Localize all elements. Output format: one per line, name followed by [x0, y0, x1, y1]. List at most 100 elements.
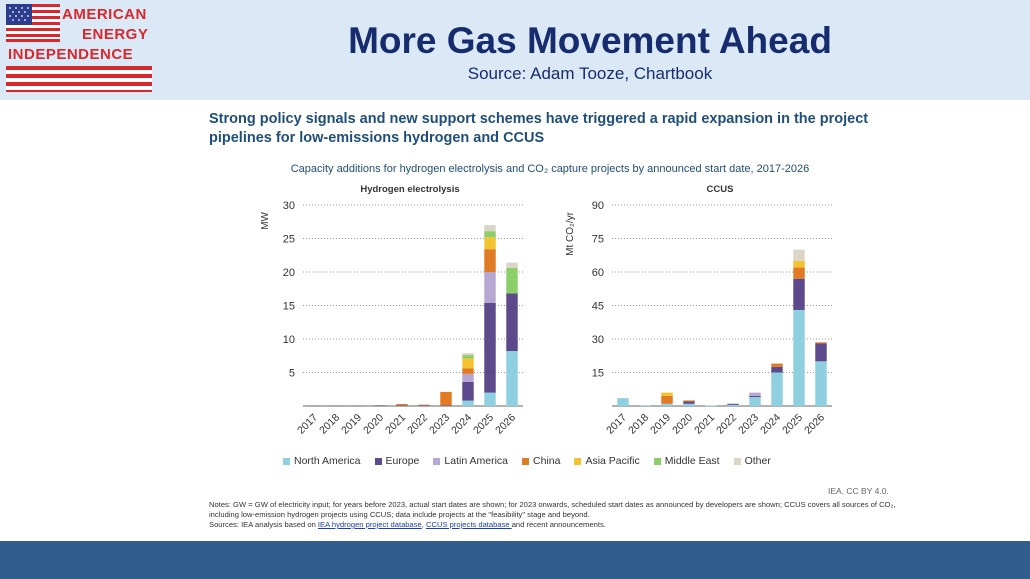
bar-segment — [727, 403, 739, 405]
bar-segment — [639, 405, 651, 406]
bar-segment — [440, 405, 452, 406]
x-tick-label: 2022 — [405, 412, 430, 437]
sources-separator: , — [421, 520, 427, 529]
bar-segment — [440, 391, 452, 406]
y-tick-label: 90 — [592, 200, 604, 212]
bar-segment — [330, 405, 342, 407]
x-tick-label: 2025 — [471, 412, 496, 437]
x-tick-label: 2020 — [670, 412, 695, 437]
legend-swatch — [733, 457, 741, 465]
legend-swatch — [374, 457, 382, 465]
y-tick-label: 45 — [592, 301, 604, 313]
x-tick-label: 2023 — [736, 412, 761, 437]
us-flag-icon — [6, 4, 60, 42]
bar-segment — [749, 395, 761, 398]
bar-segment — [683, 400, 695, 402]
legend-label: Asia Pacific — [585, 455, 640, 467]
x-tick-label: 2017 — [604, 412, 629, 437]
sources-prefix: Sources: IEA analysis based on — [209, 520, 318, 529]
x-tick-label: 2022 — [714, 412, 739, 437]
bar-segment — [462, 368, 474, 374]
x-tick-label: 2021 — [692, 412, 717, 437]
bar-segment — [793, 278, 805, 310]
bar-segment — [793, 309, 805, 406]
bar-segment — [462, 381, 474, 401]
bar-segment — [793, 267, 805, 279]
bar-segment — [396, 403, 408, 406]
bar-segment — [793, 249, 805, 261]
sources-suffix: and recent announcements. — [511, 520, 606, 529]
legend-item: North America — [283, 455, 361, 467]
bar-segment — [771, 363, 783, 367]
x-tick-label: 2020 — [361, 412, 386, 437]
legend-item: Middle East — [653, 455, 720, 467]
slide-source: Source: Adam Tooze, Chartbook — [467, 64, 713, 83]
figure-title: Capacity additions for hydrogen electrol… — [290, 163, 810, 175]
bar-segment — [506, 267, 518, 294]
bar-segment — [484, 225, 496, 232]
bar-segment — [771, 372, 783, 406]
logo-text-energy: ENERGY — [82, 26, 149, 43]
notes-line: Notes: GW = GW of electricity input; for… — [209, 500, 896, 519]
bar-segment — [484, 392, 496, 406]
legend-item: China — [522, 455, 560, 467]
bar-segment — [749, 397, 761, 406]
notes: Notes: GW = GW of electricity input; for… — [209, 500, 909, 530]
bar-segment — [352, 405, 364, 407]
bar-segment — [661, 395, 673, 404]
y-tick-label: 15 — [592, 368, 604, 380]
bar-segment — [661, 392, 673, 396]
bar-segment — [506, 262, 518, 268]
x-tick-label: 2021 — [383, 412, 408, 437]
y-tick-label: 10 — [283, 334, 295, 346]
bar-segment — [484, 237, 496, 250]
legend-swatch — [522, 457, 530, 465]
legend-swatch — [433, 457, 441, 465]
x-tick-label: 2019 — [339, 412, 364, 437]
x-tick-label: 2025 — [780, 412, 805, 437]
bar-segment — [815, 342, 827, 344]
bar-segment — [727, 404, 739, 406]
bar-segment — [462, 355, 474, 359]
chart-title-ccus: CCUS — [706, 184, 734, 195]
legend-label: Middle East — [664, 455, 720, 467]
ccus-database-link[interactable]: CCUS projects database — [426, 520, 512, 529]
y-axis-label: Mt CO₂/yr — [565, 211, 576, 256]
bar-segment — [506, 351, 518, 406]
y-tick-label: 75 — [592, 234, 604, 246]
logo-stripes — [6, 66, 152, 92]
bar-segment — [793, 260, 805, 268]
x-tick-label: 2019 — [648, 412, 673, 437]
legend-label: China — [533, 455, 561, 467]
y-tick-label: 5 — [289, 368, 295, 380]
bar-segment — [683, 403, 695, 406]
bar-segment — [749, 392, 761, 396]
bar-segment — [771, 366, 783, 373]
bar-segment — [484, 302, 496, 393]
chart-title-hydrogen: Hydrogen electrolysis — [360, 184, 460, 195]
bar-segment — [617, 398, 629, 406]
bar-segment — [308, 405, 320, 407]
legend-label: Latin America — [444, 455, 509, 467]
credit-text: IEA. CC BY 4.0. — [828, 486, 889, 496]
bar-segment — [396, 405, 408, 406]
x-tick-label: 2026 — [802, 412, 827, 437]
x-tick-label: 2024 — [449, 412, 474, 437]
legend-item: Latin America — [433, 455, 508, 467]
y-tick-label: 30 — [592, 334, 604, 346]
logo-text-independence: INDEPENDENCE — [8, 46, 134, 63]
legend: North America Europe Latin America China… — [283, 455, 771, 467]
bar-segment — [462, 373, 474, 382]
hydrogen-database-link[interactable]: IEA hydrogen project database — [317, 520, 422, 529]
legend-label: North America — [294, 455, 361, 467]
legend-item: Other — [733, 455, 771, 467]
footer-bar — [0, 541, 1030, 579]
bar-segment — [683, 401, 695, 404]
bar-segment — [418, 405, 430, 406]
bar-segment — [374, 405, 386, 406]
slide-title: More Gas Movement Ahead — [348, 20, 832, 61]
logo-text-american: AMERICAN — [62, 6, 147, 23]
sources-line: Sources: IEA analysis based on IEA hydro… — [209, 520, 909, 530]
legend-swatch — [653, 457, 661, 465]
